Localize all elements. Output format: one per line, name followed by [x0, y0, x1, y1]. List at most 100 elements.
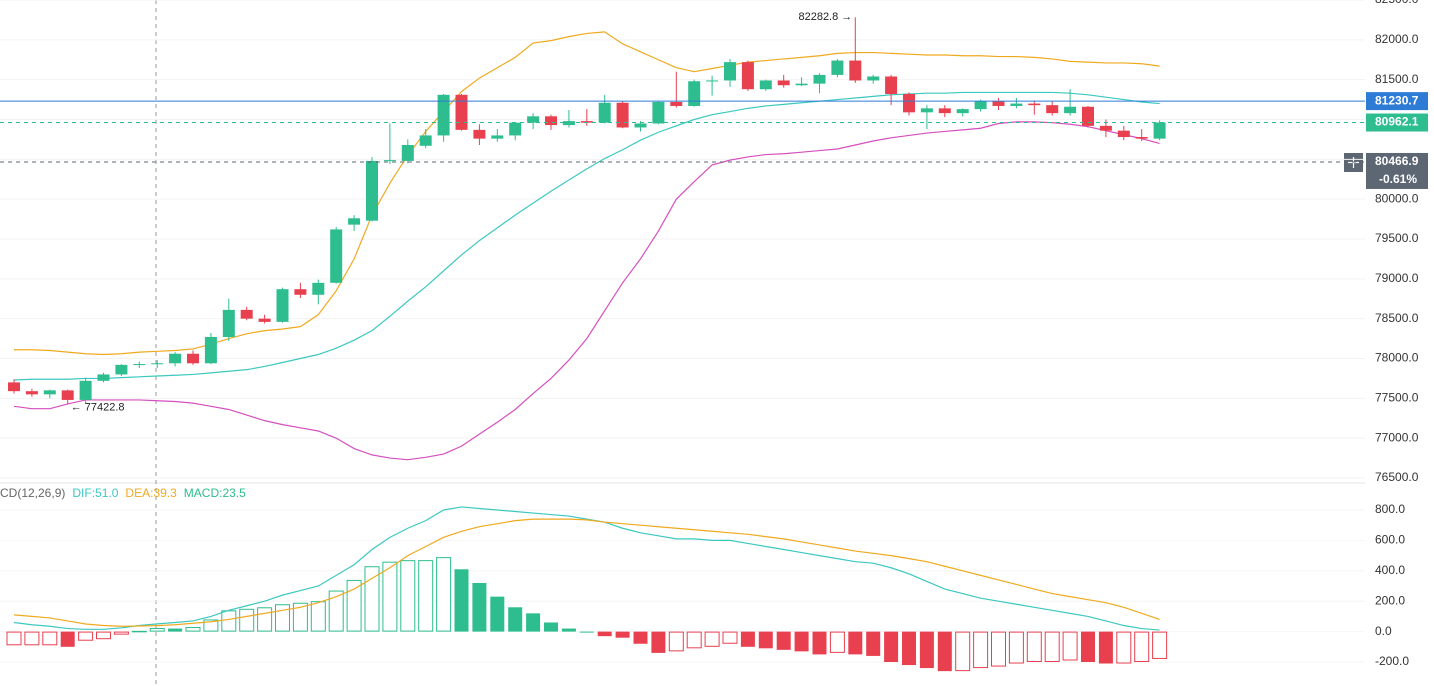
- candle-body: [455, 94, 468, 130]
- y-tick-label: 77500.0: [1375, 391, 1419, 405]
- macd-bar: [42, 631, 58, 646]
- candle-body: [204, 336, 217, 364]
- y-tick-label: 0.0: [1375, 624, 1392, 638]
- macd-bar: [973, 631, 989, 669]
- candle-body: [670, 101, 683, 106]
- y-tick-label: 400.0: [1375, 563, 1405, 577]
- macd-bar: [292, 602, 308, 632]
- price-tag-label: 80466.9: [1375, 154, 1419, 168]
- candle-body: [133, 364, 146, 366]
- macd-bar: [1134, 631, 1150, 662]
- macd-bar: [884, 631, 899, 662]
- y-tick-label: -200.0: [1375, 654, 1409, 668]
- add-button[interactable]: [1344, 153, 1363, 172]
- macd-bar: [776, 631, 791, 650]
- candle-body: [580, 121, 593, 123]
- macd-bar: [382, 561, 398, 632]
- y-tick-label: 800.0: [1375, 502, 1405, 516]
- y-tick-label: 600.0: [1375, 533, 1405, 547]
- macd-bar: [239, 608, 255, 632]
- macd-bar: [1152, 631, 1168, 659]
- candle-body: [509, 122, 522, 136]
- macd-bar: [579, 631, 594, 633]
- band-line: [13, 91, 1160, 381]
- macd-bar: [758, 631, 773, 649]
- macd-bar: [704, 631, 720, 647]
- macd-bar: [561, 628, 576, 632]
- macd-bar: [472, 582, 487, 632]
- candle-body: [25, 391, 38, 395]
- y-tick-label: 80000.0: [1375, 191, 1419, 205]
- price-tag-label: 80962.1: [1375, 115, 1419, 129]
- candle-body: [1099, 125, 1112, 131]
- macd-bar: [149, 628, 165, 632]
- candle-body: [795, 83, 808, 86]
- candle-body: [383, 160, 396, 162]
- macd-bar: [364, 566, 380, 632]
- y-tick-label: 78500.0: [1375, 311, 1419, 325]
- macd-bar: [328, 590, 344, 632]
- macd-bar: [1044, 631, 1060, 662]
- price-tag: [1366, 92, 1428, 111]
- candle-body: [1117, 130, 1130, 138]
- candle-body: [885, 76, 898, 95]
- macd-bar: [597, 631, 612, 637]
- macd-bar: [651, 631, 666, 653]
- candle-body: [348, 218, 361, 225]
- candle-body: [974, 101, 987, 110]
- candle-body: [258, 318, 271, 322]
- macd-bar: [203, 619, 219, 632]
- candle-body: [294, 289, 307, 295]
- candle-body: [903, 94, 915, 113]
- macd-bar: [418, 560, 434, 632]
- macd-bar: [221, 610, 237, 632]
- macd-bar: [185, 627, 201, 632]
- candle-body: [43, 390, 56, 395]
- macd-bar: [919, 631, 934, 669]
- macd-bar: [829, 631, 845, 653]
- y-tick-label: 82500.0: [1375, 0, 1419, 6]
- macd-bar: [866, 631, 881, 656]
- price-tag: [1366, 113, 1428, 132]
- candle-body: [652, 101, 665, 124]
- macd-bar: [848, 631, 863, 655]
- candle-body: [777, 80, 790, 86]
- candle-body: [688, 81, 701, 106]
- macd-bar: [275, 604, 290, 632]
- candle-body: [562, 121, 575, 126]
- candle-body: [79, 380, 92, 400]
- macd-bar: [722, 631, 738, 644]
- candle-body: [956, 109, 969, 114]
- macd-legend: MACD:23.5: [184, 486, 246, 500]
- candle-body: [61, 390, 74, 400]
- candle-body: [1046, 105, 1059, 114]
- macd-bar: [490, 596, 505, 632]
- band-line: [13, 121, 1160, 461]
- macd-bar: [1026, 631, 1042, 662]
- candle-body: [401, 144, 414, 161]
- candle-body: [724, 62, 736, 81]
- candle-body: [849, 60, 862, 81]
- macd-bar: [544, 622, 558, 632]
- macd-bar: [131, 630, 147, 633]
- macd-bar: [937, 631, 952, 672]
- max-label: 82282.8 →: [798, 11, 852, 23]
- y-tick-label: 82000.0: [1375, 32, 1419, 46]
- price-tag: [1366, 152, 1428, 189]
- candle-body: [527, 116, 540, 123]
- macd-bar: [24, 631, 40, 646]
- candle-body: [938, 108, 951, 114]
- candle-body: [419, 135, 432, 146]
- y-tick-label: 76500.0: [1375, 470, 1419, 484]
- macd-bar: [6, 631, 22, 646]
- y-tick-label: 79000.0: [1375, 271, 1419, 285]
- macd-line: [13, 518, 1160, 627]
- candle-body: [437, 94, 450, 136]
- macd-bar: [615, 631, 630, 638]
- macd-bar: [400, 560, 416, 632]
- macd-bar: [668, 631, 684, 652]
- macd-legend: DEA:39.3: [125, 486, 177, 500]
- candle-body: [8, 382, 20, 392]
